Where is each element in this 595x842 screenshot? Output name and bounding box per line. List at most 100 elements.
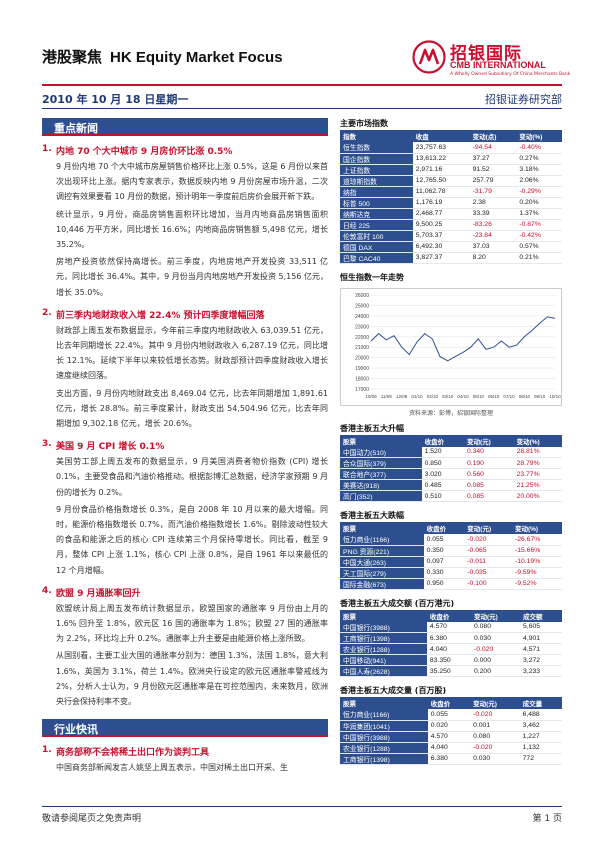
table-header-cell: 变动(%) — [516, 130, 562, 142]
row-value-cell: 28.79% — [513, 457, 562, 469]
y-tick-label: 17000 — [355, 387, 369, 393]
hk-turnover-volume-table: 股票 收盘价 变动(元) 成交量 恒力商业(1166) 0.055 -0.020 6,488 华… — [340, 697, 562, 765]
row-value-cell: 6,488 — [519, 709, 562, 721]
row-value-cell: 0.030 — [470, 753, 520, 765]
row-value-cell: 35.250 — [426, 665, 471, 677]
hk-gainers-title: 香港主板五大升幅 — [340, 423, 404, 433]
y-tick-label: 18000 — [355, 376, 369, 382]
row-value-cell: 0.000 — [470, 654, 521, 666]
news-paragraph: 9 月份食品价格指数增长 0.3%，是自 2008 年 10 月以来的最大增幅。… — [56, 504, 328, 575]
news-column: 重点新闻 1. 内地 70 个大中城市 9 月房价环比涨 0.5% 9 月份内地 7… — [42, 118, 328, 776]
row-value-cell: -0.020 — [470, 742, 520, 754]
news-paragraph: 房地产投资依然保持高增长。前三季度，内地房地产开发投资 33,511 亿元，同比… — [56, 257, 328, 297]
row-value-cell: -23.84 — [469, 230, 517, 242]
table-row: 纳斯达克 2,468.77 33.39 1.37% — [340, 208, 562, 220]
table-header-cell: 成交量 — [519, 697, 562, 709]
news-item-heading: 欧盟 9 月通胀率回升 — [56, 588, 141, 599]
row-value-cell: 23.77% — [513, 468, 562, 480]
row-value-cell: 772 — [519, 753, 562, 765]
header-rule — [42, 84, 562, 86]
news-item-number: 2. — [42, 307, 52, 318]
row-value-cell: 0.21% — [516, 252, 562, 264]
table-row: 纳指 11,062.78 -31.79 -0.29% — [340, 186, 562, 198]
y-tick-label: 25000 — [355, 303, 369, 309]
cmb-logo-icon — [412, 40, 446, 74]
row-value-cell: 28.81% — [513, 446, 562, 458]
table-header-cell: 收盘价 — [426, 609, 471, 622]
table-row: 德国 DAX 6,492.30 37.03 0.57% — [340, 241, 562, 253]
report-title-en: HK Equity Market Focus — [110, 49, 283, 66]
row-name-cell: 恒生指数 — [340, 142, 413, 154]
row-name-cell: 国际金融(673) — [340, 578, 424, 590]
row-name-cell: 上证指数 — [340, 164, 413, 176]
hsi-chart-svg: 17000 18000 19000 20000 21000 22000 23000 24000… — [355, 293, 561, 399]
report-date: 2010 年 10 月 18 日星期一 — [42, 93, 189, 106]
row-name-cell: 中国银行(3988) — [340, 731, 428, 743]
row-value-cell: 1,132 — [519, 742, 562, 754]
table-row: 联合地产(377) 3.020 0.560 23.77% — [340, 468, 562, 480]
table-row: 农业银行(1288) 4.040 -0.020 4,571 — [340, 643, 562, 655]
x-tick-label: 04/10 — [457, 394, 469, 399]
row-name-cell: 中国动力(510) — [340, 446, 422, 458]
row-value-cell: 0.57% — [516, 241, 562, 253]
row-value-cell: 0.055 — [423, 534, 465, 546]
y-tick-label: 24000 — [355, 313, 369, 319]
row-value-cell: -83.26 — [469, 219, 517, 231]
table-row: 恒力商业(1166) 0.055 -0.020 6,488 — [340, 709, 562, 721]
row-value-cell: 37.03 — [469, 241, 517, 253]
row-value-cell: 33.39 — [469, 208, 517, 220]
row-name-cell: 联合地产(377) — [340, 468, 422, 480]
row-value-cell: 6,492.30 — [412, 241, 470, 253]
row-name-cell: 中国人寿(2628) — [340, 665, 427, 677]
x-tick-label: 03/10 — [442, 394, 454, 399]
report-title: 港股聚焦 HK Equity Market Focus — [42, 46, 283, 67]
row-name-cell: 工商银行(1398) — [340, 753, 428, 765]
table-row: 巴黎 CAC40 3,827.37 8.20 0.21% — [340, 252, 562, 264]
news-item-title: 1. 商务部称不会将稀土出口作为谈判工具 — [42, 745, 328, 758]
row-value-cell: 0.340 — [463, 446, 514, 458]
news-paragraph: 支出方面，9 月份内地财政支出 8,469.04 亿元，比去年同期增加 1,89… — [56, 388, 328, 429]
row-value-cell: -0.020 — [470, 709, 520, 721]
table-row: 国际金融(673) 0.950 -0.100 -9.52% — [340, 578, 562, 590]
row-value-cell: 8.20 — [469, 252, 517, 264]
row-value-cell: 12,765.50 — [412, 175, 470, 187]
table-header-cell: 成交额 — [520, 609, 562, 622]
row-name-cell: 美赛达(918) — [340, 479, 422, 491]
row-value-cell: 4.570 — [426, 621, 471, 633]
row-name-cell: PNG 资源(221) — [340, 545, 424, 557]
row-value-cell: 0.950 — [423, 578, 465, 590]
news-item-heading: 美国 9 月 CPI 增长 0.1% — [56, 442, 165, 453]
row-value-cell: 0.560 — [463, 468, 514, 480]
row-value-cell: 0.080 — [470, 621, 521, 633]
row-value-cell: 6.380 — [426, 632, 471, 644]
table-row: 高门(352) 0.510 0.085 20.00% — [340, 490, 562, 502]
disclaimer-link[interactable]: 敬请参阅尾页之免责声明 — [42, 814, 142, 824]
table-header-cell: 股票 — [340, 434, 422, 447]
news-item-number: 4. — [42, 585, 52, 596]
row-value-cell: 3,233 — [520, 665, 562, 677]
news-item-title: 4. 欧盟 9 月通胀率回升 — [42, 586, 328, 599]
row-value-cell: 83.350 — [426, 654, 471, 666]
row-value-cell: -0.035 — [464, 567, 512, 579]
row-name-cell: 中国移动(941) — [340, 654, 427, 666]
row-name-cell: 伦敦富时 100 — [340, 230, 413, 242]
report-title-cn: 港股聚焦 — [42, 48, 103, 66]
row-value-cell: 0.330 — [423, 567, 465, 579]
hk-losers-table: 股票 收盘价 变动(元) 变动(%) 恒力商业(1166) 0.055 -0.020 -26.… — [340, 522, 562, 590]
row-value-cell: 1.520 — [421, 446, 464, 458]
hk-losers-title: 香港主板五大跌幅 — [340, 511, 404, 520]
row-value-cell: 37.27 — [469, 153, 517, 165]
table-header-cell: 变动(元) — [470, 697, 520, 709]
row-value-cell: 3,827.37 — [412, 252, 470, 264]
row-name-cell: 道琼斯指数 — [340, 175, 413, 187]
market-column: 主要市场指数 指数 收盘 变动(点) 变动(%) 恒生指数 23,757.63 -94.54… — [340, 118, 562, 765]
table-header-cell: 收盘价 — [421, 434, 464, 447]
row-value-cell: 4.040 — [426, 643, 471, 655]
row-name-cell: 农业银行(1288) — [340, 643, 427, 655]
table-row: 道琼斯指数 12,765.50 257.79 2.06% — [340, 175, 562, 187]
table-row: 中国移动(941) 83.350 0.000 3,272 — [340, 654, 562, 666]
row-name-cell: 合众国际(379) — [340, 457, 422, 469]
table-header-cell: 变动(点) — [469, 130, 517, 142]
table-row: 美赛达(918) 0.485 0.085 21.25% — [340, 479, 562, 491]
row-value-cell: 0.085 — [463, 490, 514, 502]
